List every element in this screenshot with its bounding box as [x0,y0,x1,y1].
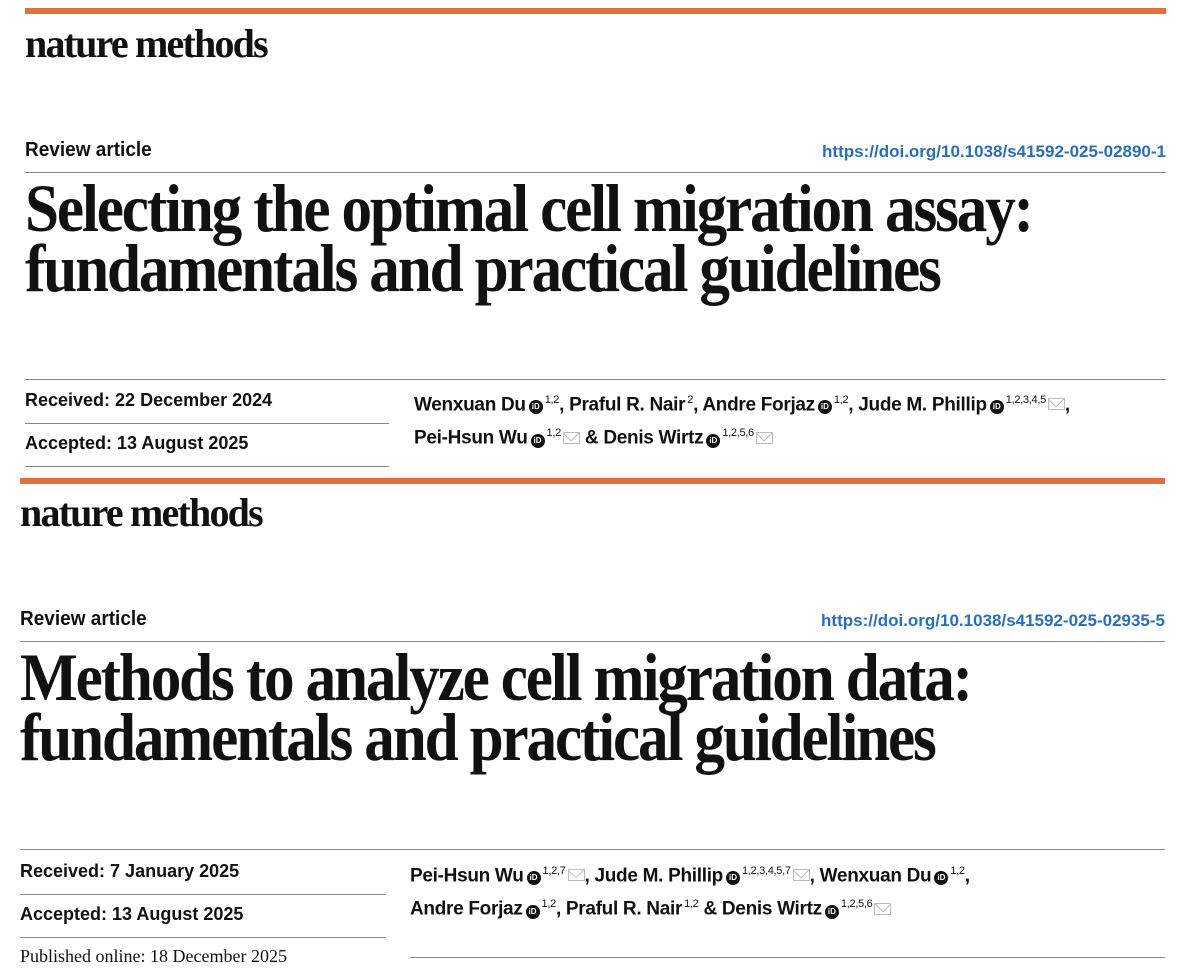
email-icon[interactable] [874,902,892,915]
orcid-icon[interactable]: iD [817,400,832,415]
author-name[interactable]: Wenxuan Du [414,394,526,416]
author-separator: , [848,394,859,416]
article-title: Methods to analyze cell migration data: … [20,639,973,775]
author-name[interactable]: Praful R. Nair [565,898,683,920]
author-separator: & [579,427,604,449]
divider [25,466,389,467]
author-list: Wenxuan Du iD1,2, Praful R. Nair 2, Andre … [414,386,1070,453]
author-separator: , [555,898,566,920]
author-separator: , [809,865,820,887]
accent-bar [20,478,1165,484]
email-icon[interactable] [755,431,773,444]
accepted-date: Accepted: 13 August 2025 [25,433,249,453]
divider [20,849,1165,850]
author-separator: & [698,898,722,920]
divider [20,894,386,895]
divider [25,172,1166,173]
author-list: Pei-Hsun Wu iD1,2,7, Jude M. Phillip iD1,2… [410,857,970,924]
orcid-icon[interactable]: iD [824,904,839,919]
doi-link[interactable]: https://doi.org/10.1038/s41592-025-02935… [821,611,1165,630]
divider [25,423,389,424]
divider [20,641,1165,642]
affiliation-numbers: 1,2,3,4,5,7 [741,865,791,877]
author-name[interactable]: Wenxuan Du [819,865,932,887]
title-line: fundamentals and practical guidelines [25,230,942,306]
affiliation-numbers: 1,2 [684,898,699,911]
email-icon[interactable] [562,431,580,444]
orcid-icon[interactable]: iD [528,400,543,415]
title-line: fundamentals and practical guidelines [20,699,937,775]
title-line: Selecting the optimal cell migration ass… [25,170,1034,246]
author-name[interactable]: Pei-Hsun Wu [414,427,528,449]
author-name[interactable]: Denis Wirtz [721,898,822,920]
email-icon[interactable] [567,869,585,882]
affiliation-numbers: 2 [687,394,694,406]
affiliation-numbers: 1,2,5,6 [840,898,873,911]
author-separator: , [964,865,970,887]
author-name[interactable]: Andre Forjaz [702,394,815,416]
journal-logo: nature methods [25,21,269,66]
affiliation-numbers: 1,2,3,4,5 [1005,394,1046,406]
author-separator: , [693,394,703,416]
doi-link[interactable]: https://doi.org/10.1038/s41592-025-02890… [822,142,1166,161]
affiliation-numbers: 1,2 [546,427,562,440]
title-line: Methods to analyze cell migration data: [20,639,973,715]
divider [410,957,1165,958]
author-name[interactable]: Praful R. Nair [569,394,686,416]
author-name[interactable]: Jude M. Phillip [858,394,987,416]
published-date: Published online: 18 December 2025 [20,946,287,966]
accent-bar [25,8,1166,14]
article-title: Selecting the optimal cell migration ass… [25,170,1034,306]
author-name[interactable]: Andre Forjaz [410,898,523,920]
received-date: Received: 7 January 2025 [20,861,240,881]
article-type: Review article [20,608,147,630]
orcid-icon[interactable]: iD [706,433,721,448]
received-date: Received: 22 December 2024 [25,390,273,410]
affiliation-numbers: 1,2 [833,394,849,406]
orcid-icon[interactable]: iD [989,400,1004,415]
affiliation-numbers: 1,2 [544,394,560,406]
article-type: Review article [25,139,152,161]
divider [20,937,386,938]
author-name[interactable]: Pei-Hsun Wu [410,865,524,887]
author-name[interactable]: Denis Wirtz [603,427,704,449]
email-icon[interactable] [1047,398,1065,411]
divider [25,379,1166,380]
affiliation-numbers: 1,2,7 [542,865,566,877]
orcid-icon[interactable]: iD [934,871,949,886]
affiliation-numbers: 1,2 [950,865,965,877]
author-separator: , [1064,394,1070,416]
orcid-icon[interactable]: iD [525,904,540,919]
orcid-icon[interactable]: iD [725,871,740,886]
author-separator: , [584,865,595,887]
email-icon[interactable] [792,869,810,882]
orcid-icon[interactable]: iD [526,871,541,886]
author-name[interactable]: Jude M. Phillip [594,865,723,887]
affiliation-numbers: 1,2,5,6 [722,427,754,440]
accepted-date: Accepted: 13 August 2025 [20,904,244,924]
author-separator: , [559,394,570,416]
orcid-icon[interactable]: iD [530,433,545,448]
affiliation-numbers: 1,2 [541,898,557,911]
journal-logo: nature methods [20,490,264,535]
